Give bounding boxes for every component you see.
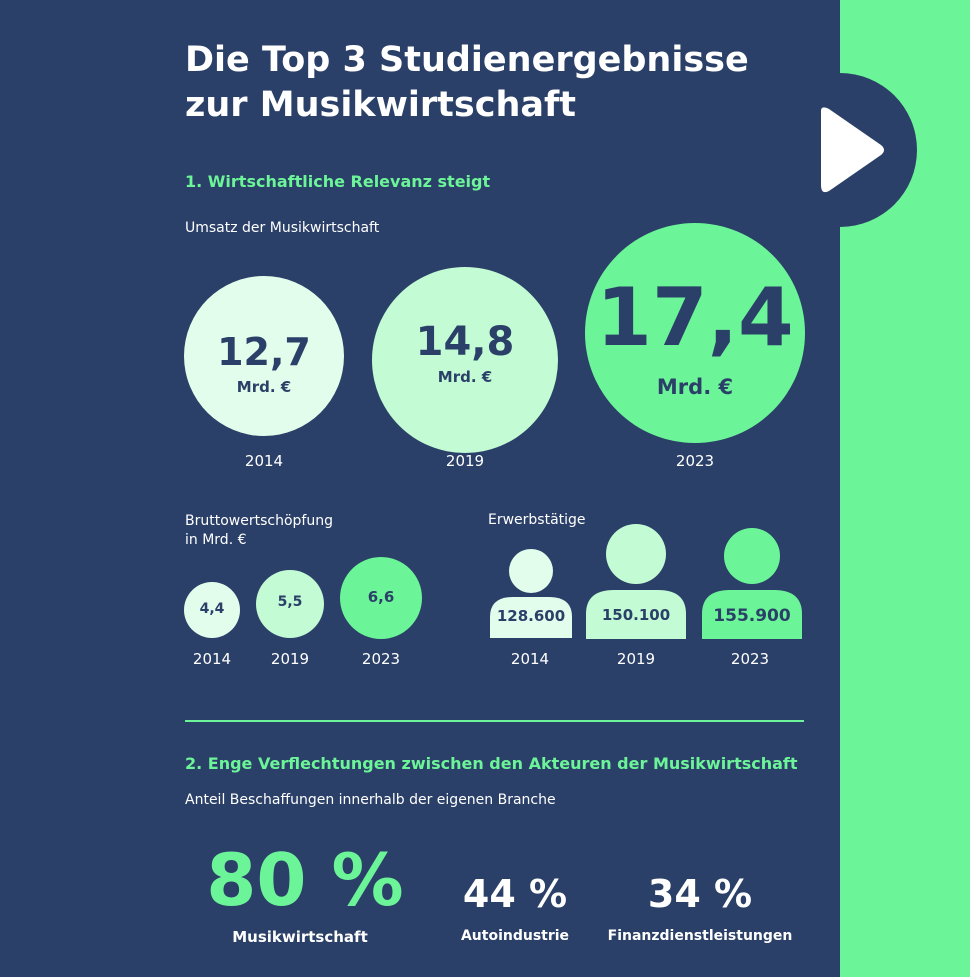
section-divider [185,720,804,722]
title-line-2: zur Musikwirtschaft [185,85,576,125]
title-line-1: Die Top 3 Studienergebnisse [185,40,749,80]
bws-year-2014: 2014 [192,650,232,668]
umsatz-year-2023: 2023 [675,452,715,470]
label-finanzdienstleistungen: Finanzdienstleistungen [607,928,793,944]
person-icon [702,528,802,639]
erwerb-person-2019: 150.100 [584,524,688,639]
erwerb-year-2019: 2019 [616,650,656,668]
label-musikwirtschaft: Musikwirtschaft [232,928,368,946]
percent-finanzdienstleistungen: 34 % [647,872,753,916]
section2-subtitle: Anteil Beschaffungen innerhalb der eigen… [185,792,556,808]
umsatz-unit-2014: Mrd. € [236,378,292,396]
bws-year-2023: 2023 [361,650,401,668]
umsatz-unit-2023: Mrd. € [656,375,734,399]
bws-value-2014: 4,4 [199,601,225,617]
erwerb-value-2019: 150.100 [601,606,671,624]
erwerb-year-2014: 2014 [510,650,550,668]
erwerb-year-2023: 2023 [730,650,770,668]
umsatz-bubble-2023: 17,4 Mrd. € [585,223,805,443]
umsatz-unit-2019: Mrd. € [437,368,493,386]
umsatz-bubble-2019: 14,8 Mrd. € [372,267,558,453]
person-icon [490,549,572,638]
umsatz-value-2019: 14,8 [415,319,515,365]
erwerb-person-2014: 128.600 [488,549,574,638]
erwerb-person-2023: 155.900 [700,528,804,639]
percent-autoindustrie: 44 % [462,872,568,916]
bws-label-line-2: in Mrd. € [185,532,247,548]
umsatz-value-2014: 12,7 [217,330,311,374]
bws-bubble-2019: 5,5 [256,570,324,638]
bws-label-line-1: Bruttowertschöpfung [185,513,333,529]
umsatz-value-2023: 17,4 [596,271,794,364]
bws-bubble-2023: 6,6 [340,557,422,639]
umsatz-year-2014: 2014 [244,452,284,470]
bws-value-2019: 5,5 [277,594,303,610]
play-icon [821,107,884,193]
umsatz-label: Umsatz der Musikwirtschaft [185,220,380,236]
label-autoindustrie: Autoindustrie [460,928,570,944]
play-button-disc[interactable] [763,73,917,227]
erwerb-value-2014: 128.600 [496,607,566,625]
section2-heading: 2. Enge Verflechtungen zwischen den Akte… [185,754,798,773]
section1-heading: 1. Wirtschaftliche Relevanz steigt [185,172,491,191]
page-title: Die Top 3 Studienergebnisse zur Musikwir… [185,38,825,128]
umsatz-year-2019: 2019 [445,452,485,470]
person-icon [586,524,686,639]
bws-value-2023: 6,6 [367,588,395,606]
bws-bubble-2014: 4,4 [184,582,240,638]
umsatz-bubble-2014: 12,7 Mrd. € [184,276,344,436]
erwerb-value-2023: 155.900 [713,606,791,626]
bws-year-2019: 2019 [270,650,310,668]
erwerb-label: Erwerbstätige [488,512,586,528]
bws-label: Bruttowertschöpfung in Mrd. € [185,512,333,550]
percent-musikwirtschaft: 80 % [206,838,404,922]
